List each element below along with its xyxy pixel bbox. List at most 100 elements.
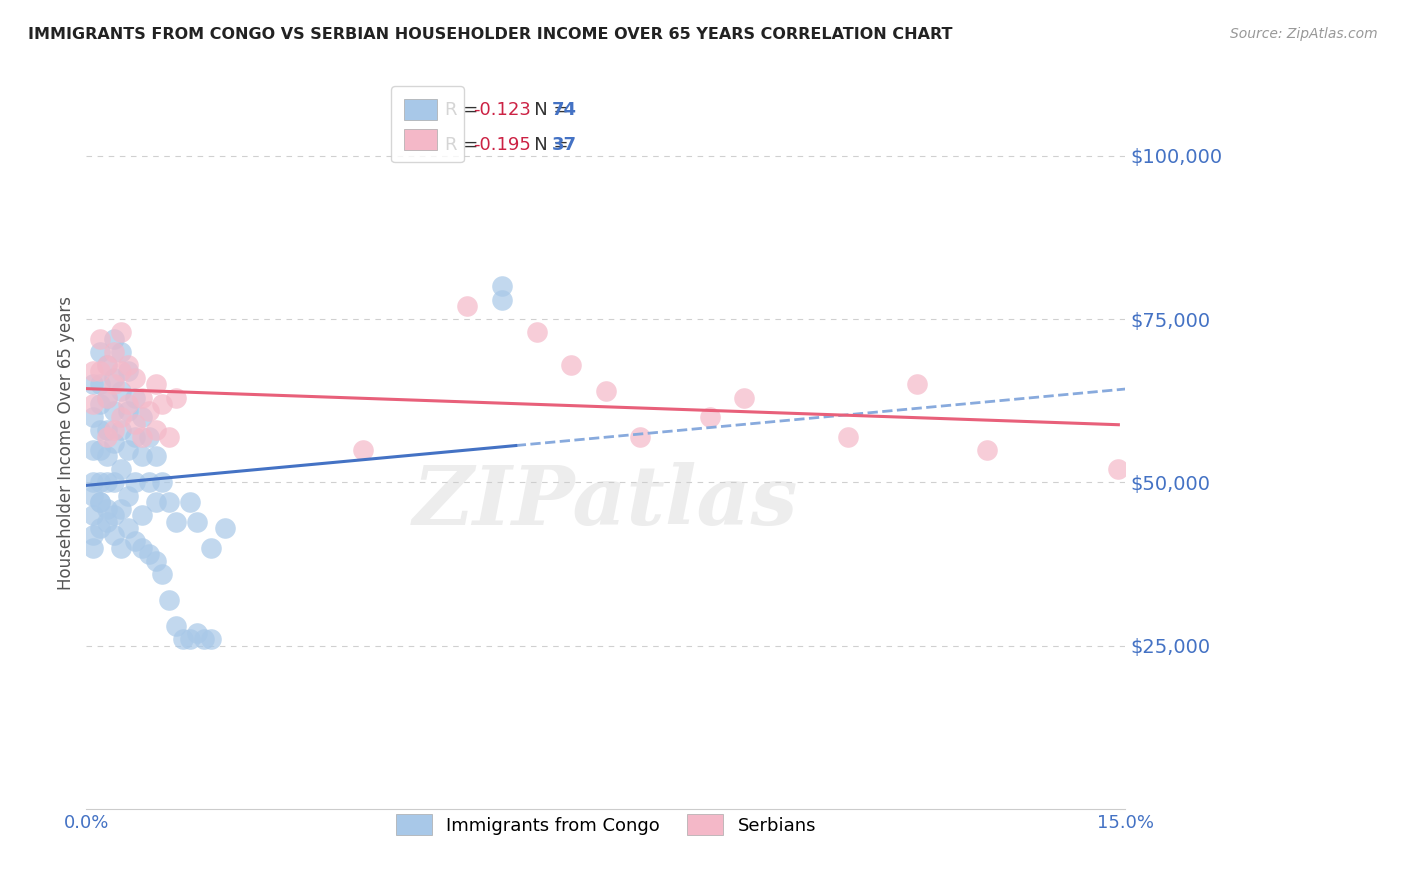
Text: IMMIGRANTS FROM CONGO VS SERBIAN HOUSEHOLDER INCOME OVER 65 YEARS CORRELATION CH: IMMIGRANTS FROM CONGO VS SERBIAN HOUSEHO… (28, 27, 953, 42)
Point (117, 397, 139, 411)
Point (82, 377, 104, 392)
Point (103, 377, 125, 392)
Point (110, 462, 132, 476)
Point (131, 430, 153, 444)
Point (89, 397, 111, 411)
Text: -0.195: -0.195 (472, 136, 530, 153)
Point (96, 391, 118, 405)
Point (110, 423, 132, 437)
Point (117, 358, 139, 372)
Point (733, 391, 755, 405)
Point (131, 450, 153, 464)
Point (157, 495, 180, 509)
Text: Source: ZipAtlas.com: Source: ZipAtlas.com (1230, 27, 1378, 41)
Point (145, 423, 167, 437)
Point (124, 391, 146, 405)
Point (82, 364, 104, 378)
Point (103, 475, 125, 490)
Point (117, 521, 139, 535)
Point (89, 442, 111, 457)
Point (103, 344, 125, 359)
Point (145, 377, 167, 392)
Point (89, 364, 111, 378)
Text: N =: N = (517, 136, 575, 153)
Point (117, 364, 139, 378)
Text: ZIPatlas: ZIPatlas (413, 462, 799, 541)
Point (456, 299, 478, 313)
Point (117, 489, 139, 503)
Point (96, 358, 118, 372)
Point (179, 495, 201, 509)
Point (907, 377, 929, 392)
Point (165, 515, 187, 529)
Point (96, 515, 118, 529)
Point (96, 475, 118, 490)
Point (699, 410, 721, 425)
Point (82, 508, 104, 523)
Point (110, 384, 132, 398)
Point (82, 541, 104, 555)
Point (103, 436, 125, 450)
Point (103, 423, 125, 437)
Point (89, 495, 111, 509)
Point (89, 475, 111, 490)
Point (131, 410, 153, 425)
Text: 74: 74 (551, 102, 576, 120)
Point (124, 430, 146, 444)
Point (152, 475, 174, 490)
Point (96, 423, 118, 437)
Point (152, 566, 174, 581)
Point (138, 403, 160, 417)
Y-axis label: Householder Income Over 65 years: Householder Income Over 65 years (58, 296, 75, 591)
Point (152, 397, 174, 411)
Point (89, 521, 111, 535)
Point (110, 364, 132, 378)
Point (117, 442, 139, 457)
Point (200, 541, 222, 555)
Point (124, 534, 146, 549)
Point (138, 475, 160, 490)
Point (165, 619, 187, 633)
Point (193, 632, 215, 647)
Point (103, 332, 125, 346)
Point (124, 417, 146, 431)
Point (131, 391, 153, 405)
Point (138, 547, 160, 561)
Point (82, 489, 104, 503)
Point (157, 593, 180, 607)
Point (352, 442, 374, 457)
Point (110, 325, 132, 339)
Point (145, 450, 167, 464)
Point (103, 508, 125, 523)
Point (82, 475, 104, 490)
Legend: Immigrants from Congo, Serbians: Immigrants from Congo, Serbians (387, 805, 825, 844)
Point (96, 358, 118, 372)
Point (124, 371, 146, 385)
Point (96, 391, 118, 405)
Point (131, 541, 153, 555)
Point (89, 377, 111, 392)
Point (157, 430, 180, 444)
Point (103, 371, 125, 385)
Point (179, 632, 201, 647)
Point (89, 332, 111, 346)
Point (82, 397, 104, 411)
Point (145, 554, 167, 568)
Point (96, 430, 118, 444)
Point (96, 450, 118, 464)
Point (124, 475, 146, 490)
Point (89, 344, 111, 359)
Point (110, 344, 132, 359)
Point (491, 293, 513, 307)
Point (186, 515, 208, 529)
Point (89, 423, 111, 437)
Point (200, 632, 222, 647)
Point (145, 495, 167, 509)
Point (82, 527, 104, 541)
Point (103, 403, 125, 417)
Point (117, 403, 139, 417)
Text: 37: 37 (551, 136, 576, 153)
Point (491, 279, 513, 293)
Point (165, 391, 187, 405)
Point (526, 325, 548, 339)
